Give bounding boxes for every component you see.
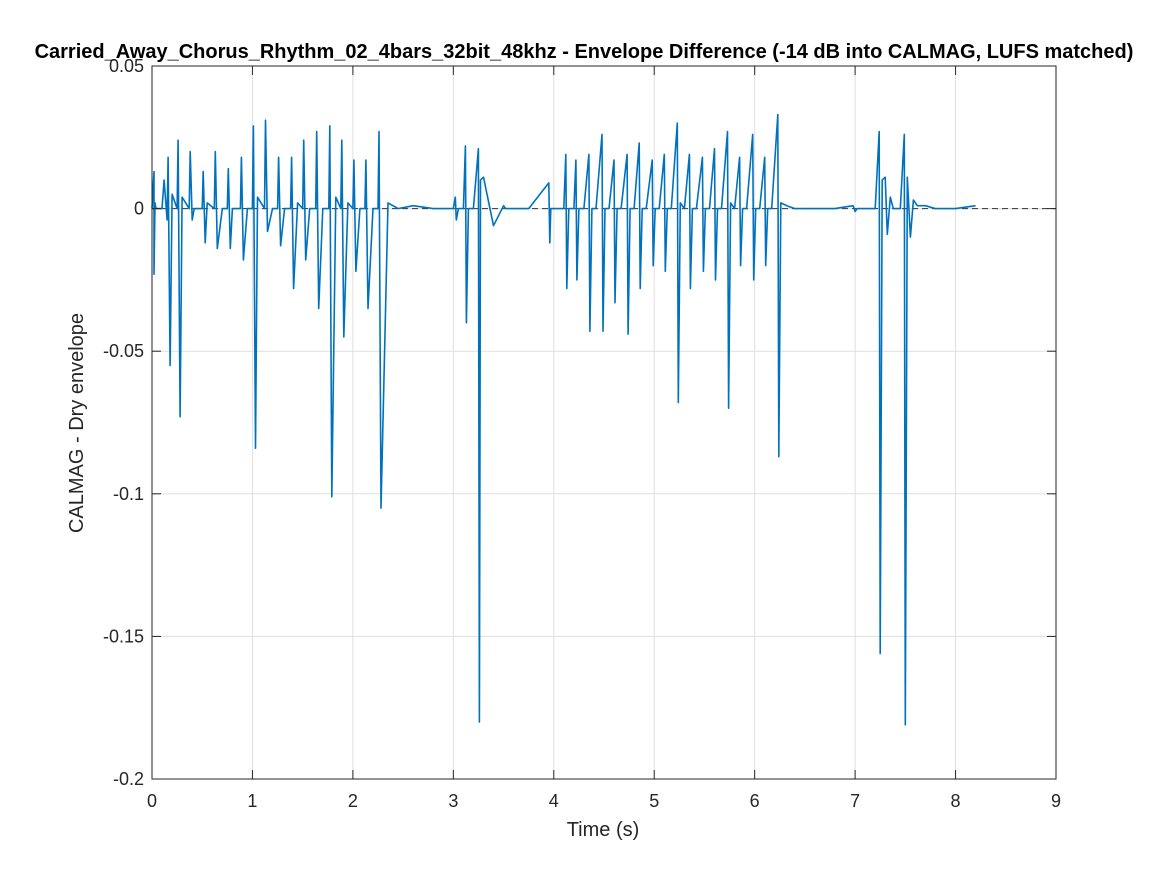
x-axis-tick-labels: 0 1 2 3 4 5 6 7 8 9	[147, 791, 1061, 811]
chart-title: Carried_Away_Chorus_Rhythm_02_4bars_32bi…	[35, 41, 1134, 63]
y-tick-label: -0.1	[113, 484, 144, 504]
series-line-envelope-difference	[151, 113, 976, 726]
x-tick-label: 5	[649, 791, 659, 811]
y-tick-label: 0.05	[109, 56, 144, 76]
y-axis-label: CALMAG - Dry envelope	[66, 313, 88, 533]
axes-box	[151, 65, 1057, 780]
x-tick-label: 1	[247, 791, 257, 811]
x-tick-label: 4	[549, 791, 559, 811]
x-axis-label: Time (s)	[567, 819, 640, 841]
y-axis-tick-labels: -0.2 -0.15 -0.1 -0.05 0 0.05	[103, 56, 144, 789]
x-tick-label: 6	[750, 791, 760, 811]
x-tick-label: 0	[147, 791, 157, 811]
y-tick-label: -0.15	[103, 626, 144, 646]
x-tick-label: 3	[448, 791, 458, 811]
y-tick-label: -0.2	[113, 769, 144, 789]
axis-ticks	[151, 65, 1057, 780]
y-tick-label: -0.05	[103, 341, 144, 361]
x-tick-label: 2	[348, 791, 358, 811]
x-tick-label: 8	[951, 791, 961, 811]
x-tick-label: 9	[1051, 791, 1061, 811]
y-tick-label: 0	[134, 199, 144, 219]
x-tick-label: 7	[850, 791, 860, 811]
